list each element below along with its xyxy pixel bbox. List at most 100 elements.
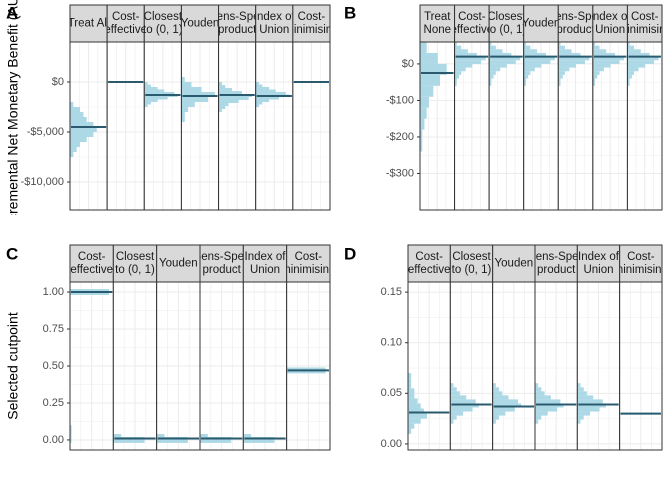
histogram-bar	[489, 67, 501, 72]
histogram-bar	[144, 104, 148, 107]
histogram-bar	[181, 92, 215, 97]
strip-label: to (0, 1)	[487, 24, 527, 36]
histogram-bar	[523, 45, 531, 50]
histogram-bar	[408, 388, 415, 394]
histogram-bar	[255, 102, 263, 105]
histogram-bar	[523, 82, 526, 86]
y-tick-label: 1.00	[43, 286, 64, 298]
histogram	[144, 82, 181, 107]
facet: Youden	[180, 4, 220, 211]
histogram-bar	[218, 97, 249, 100]
histogram-bar	[454, 63, 473, 68]
histogram-bar	[592, 78, 596, 83]
strip-background	[492, 244, 536, 283]
strip-label: Treat All	[68, 18, 110, 30]
histogram-bar	[492, 407, 515, 412]
y-axis-title: Selected cutpoint	[5, 312, 21, 420]
strip-label: Index of	[590, 11, 632, 23]
histogram-bar	[577, 383, 581, 388]
histogram-bar	[577, 387, 584, 392]
panel-label: D	[344, 244, 356, 263]
histogram-bar	[627, 82, 630, 86]
strip-label: Youden	[495, 258, 534, 270]
histogram-bar	[577, 407, 600, 412]
histogram-bar	[627, 49, 641, 53]
histogram-bar	[558, 42, 561, 46]
histogram-bar	[454, 74, 460, 79]
histogram-bar	[144, 92, 175, 95]
histogram-bar	[70, 147, 77, 152]
strip-text-group: Cost-effective	[70, 251, 113, 276]
y-tick-label: 0.10	[381, 337, 402, 349]
histogram-bar	[489, 60, 516, 64]
histogram-bar	[454, 82, 457, 86]
histogram	[243, 434, 286, 443]
histogram-bar	[255, 87, 270, 90]
strip-label: Index of	[254, 11, 296, 23]
strip-label: to (0, 1)	[143, 24, 183, 36]
strip-label: effective	[70, 264, 113, 276]
histogram-bar	[181, 87, 202, 92]
strip-label: product	[556, 24, 595, 36]
histogram-bar	[255, 84, 263, 87]
histogram	[70, 102, 107, 157]
strip-background	[156, 244, 201, 283]
strip-label: to (0, 1)	[452, 264, 492, 276]
facet: Youden	[492, 244, 536, 451]
strip-background	[626, 4, 663, 43]
histogram-bar	[489, 74, 494, 79]
histogram-bar	[535, 411, 548, 416]
histogram-bar	[627, 67, 639, 72]
strip-label: effective	[451, 24, 494, 36]
histogram	[489, 42, 523, 86]
histogram-bar	[255, 99, 270, 102]
strip-label: Sens-Spec	[547, 11, 604, 23]
strip-label: Cost-	[627, 251, 655, 263]
histogram-bar	[450, 403, 479, 408]
strip-label: Union	[583, 264, 613, 276]
histogram-bar	[558, 74, 563, 79]
y-title-group: Selected cutpoint	[343, 312, 359, 420]
facet: Cost-minimising	[286, 244, 331, 451]
histogram-bar	[577, 411, 591, 416]
histogram	[450, 383, 492, 424]
histogram-bar	[70, 142, 81, 147]
strip-label: product	[537, 264, 576, 276]
histogram-bar	[408, 428, 412, 434]
histogram-bar	[492, 391, 503, 396]
histogram-bar	[408, 378, 412, 384]
histogram-bar	[489, 78, 492, 83]
strip-label: Treat	[424, 11, 451, 23]
strip-label: Cost-	[458, 11, 486, 23]
histogram-bar	[70, 152, 74, 157]
histogram-bar	[408, 373, 412, 379]
histogram-bar	[454, 67, 466, 72]
strip-background	[419, 4, 456, 43]
histogram-bar	[450, 387, 457, 392]
histogram-bar	[558, 63, 577, 68]
histogram-bar	[492, 387, 500, 392]
histogram-bar	[218, 82, 222, 85]
histogram	[113, 434, 156, 443]
strip-background	[576, 244, 621, 283]
histogram-bar	[70, 137, 87, 142]
histogram-bar	[218, 91, 242, 94]
histogram-bar	[454, 71, 462, 75]
histogram-bar	[255, 89, 276, 92]
histogram-bar	[454, 42, 457, 46]
facet: Cost-effective	[407, 244, 451, 451]
y-tick-label: 0.75	[43, 323, 64, 335]
strip-label: Union	[259, 24, 289, 36]
strip-label: Sens-Spec	[194, 251, 251, 263]
histogram-bar	[420, 96, 429, 108]
